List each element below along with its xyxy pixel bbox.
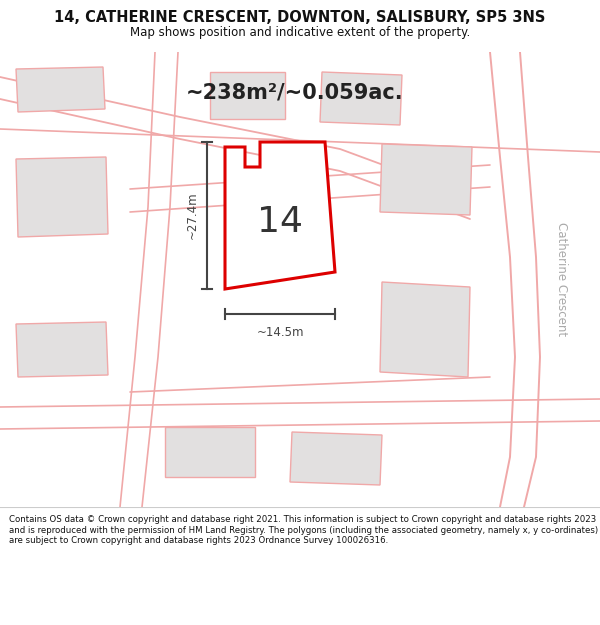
Polygon shape	[16, 67, 105, 112]
Polygon shape	[380, 282, 470, 377]
Polygon shape	[380, 144, 472, 215]
Text: 14: 14	[257, 205, 303, 239]
Text: ~27.4m: ~27.4m	[186, 192, 199, 239]
Text: ~238m²/~0.059ac.: ~238m²/~0.059ac.	[186, 82, 404, 102]
Polygon shape	[320, 72, 402, 125]
Text: 14, CATHERINE CRESCENT, DOWNTON, SALISBURY, SP5 3NS: 14, CATHERINE CRESCENT, DOWNTON, SALISBU…	[55, 11, 545, 26]
Text: Catherine Crescent: Catherine Crescent	[556, 222, 569, 336]
Polygon shape	[290, 432, 382, 485]
Polygon shape	[165, 427, 255, 477]
Text: Contains OS data © Crown copyright and database right 2021. This information is : Contains OS data © Crown copyright and d…	[9, 515, 598, 545]
Polygon shape	[225, 142, 335, 289]
Polygon shape	[16, 322, 108, 377]
Polygon shape	[210, 72, 285, 119]
Text: ~14.5m: ~14.5m	[256, 326, 304, 339]
Text: Map shows position and indicative extent of the property.: Map shows position and indicative extent…	[130, 26, 470, 39]
Polygon shape	[16, 157, 108, 237]
